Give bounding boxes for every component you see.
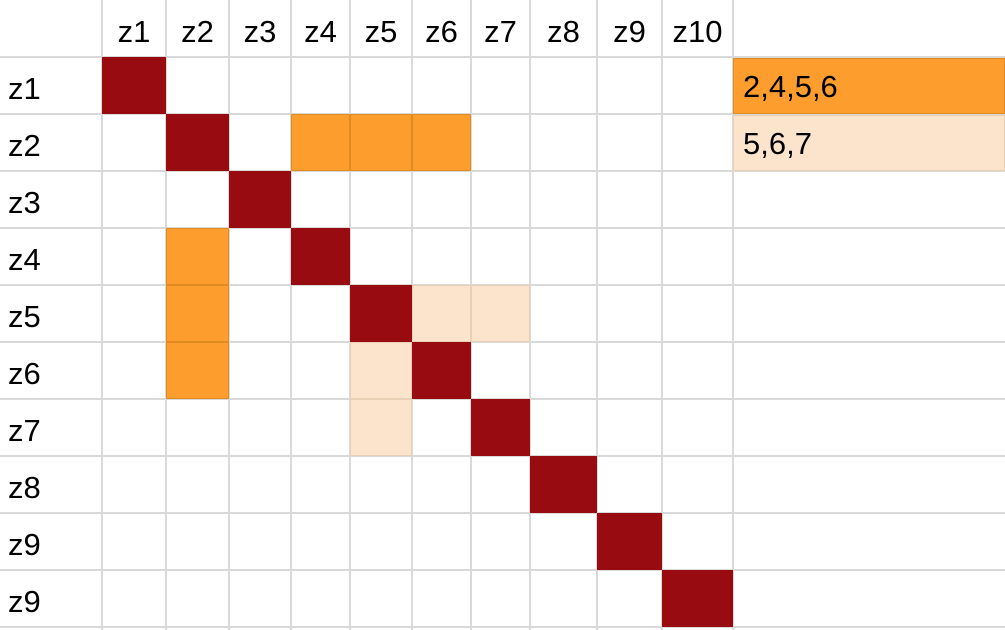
row-label-z5: z5	[8, 299, 41, 334]
column-label-z7: z7	[484, 14, 517, 49]
grid-hline	[0, 512, 1005, 514]
grid-hline	[0, 341, 1005, 343]
matrix-cell-group-b	[412, 285, 471, 342]
matrix-cell-group-b	[350, 342, 412, 399]
row-label-z7: z7	[8, 413, 41, 448]
grid-vline	[732, 0, 734, 630]
matrix-cell-diagonal	[597, 513, 662, 570]
row-label-z8: z8	[8, 470, 41, 505]
matrix-cell-diagonal	[662, 570, 733, 627]
row-label-z6: z6	[8, 356, 41, 391]
row-label-z9-last: z9	[8, 584, 41, 619]
matrix-cell-diagonal	[471, 399, 530, 456]
matrix-cell-group-a	[350, 114, 412, 171]
grid-vline	[290, 0, 292, 630]
matrix-cell-group-b	[350, 399, 412, 456]
grid-hline	[0, 569, 1005, 571]
matrix-cell-diagonal	[102, 57, 166, 114]
column-label-z8: z8	[547, 14, 580, 49]
grid-hline	[0, 455, 1005, 457]
column-label-z5: z5	[364, 14, 398, 49]
column-label-z9: z9	[613, 14, 646, 49]
row-label-z4: z4	[8, 242, 41, 277]
matrix-cell-group-a	[166, 342, 229, 399]
grid-vline	[661, 0, 663, 630]
column-label-z3: z3	[243, 14, 277, 49]
matrix-cell-group-a	[412, 114, 471, 171]
row-label-z2: z2	[8, 128, 41, 163]
row-label-z9: z9	[8, 527, 41, 562]
column-label-z4: z4	[304, 14, 337, 49]
matrix-cell-diagonal	[350, 285, 412, 342]
column-label-z6: z6	[425, 14, 458, 49]
column-label-z1: z1	[117, 14, 151, 49]
grid-vline	[101, 0, 103, 630]
column-label-z10: z10	[672, 14, 723, 49]
grid-vline	[228, 0, 230, 630]
grid-hline	[0, 170, 1005, 172]
grid-hline	[0, 227, 1005, 229]
grid-hline	[0, 113, 1005, 115]
column-label-z2: z2	[181, 14, 214, 49]
grid-hline	[0, 56, 1005, 58]
matrix-cell-diagonal	[530, 456, 597, 513]
legend-group-a: 2,4,5,6	[733, 58, 1005, 114]
matrix-cell-diagonal	[291, 228, 350, 285]
row-label-z1: z1	[8, 71, 41, 106]
row-label-z3: z3	[8, 185, 41, 220]
matrix-cell-group-b	[471, 285, 530, 342]
matrix-cell-diagonal	[229, 171, 291, 228]
grid-vline	[529, 0, 531, 630]
matrix-cell-group-a	[166, 285, 229, 342]
grid-hline	[0, 626, 1005, 628]
matrix-cell-diagonal	[412, 342, 471, 399]
matrix-cell-group-a	[166, 228, 229, 285]
matrix-cell-diagonal	[166, 114, 229, 171]
grid-vline	[596, 0, 598, 630]
matrix-cell-group-a	[291, 114, 350, 171]
legend-group-b: 5,6,7	[733, 115, 1005, 171]
